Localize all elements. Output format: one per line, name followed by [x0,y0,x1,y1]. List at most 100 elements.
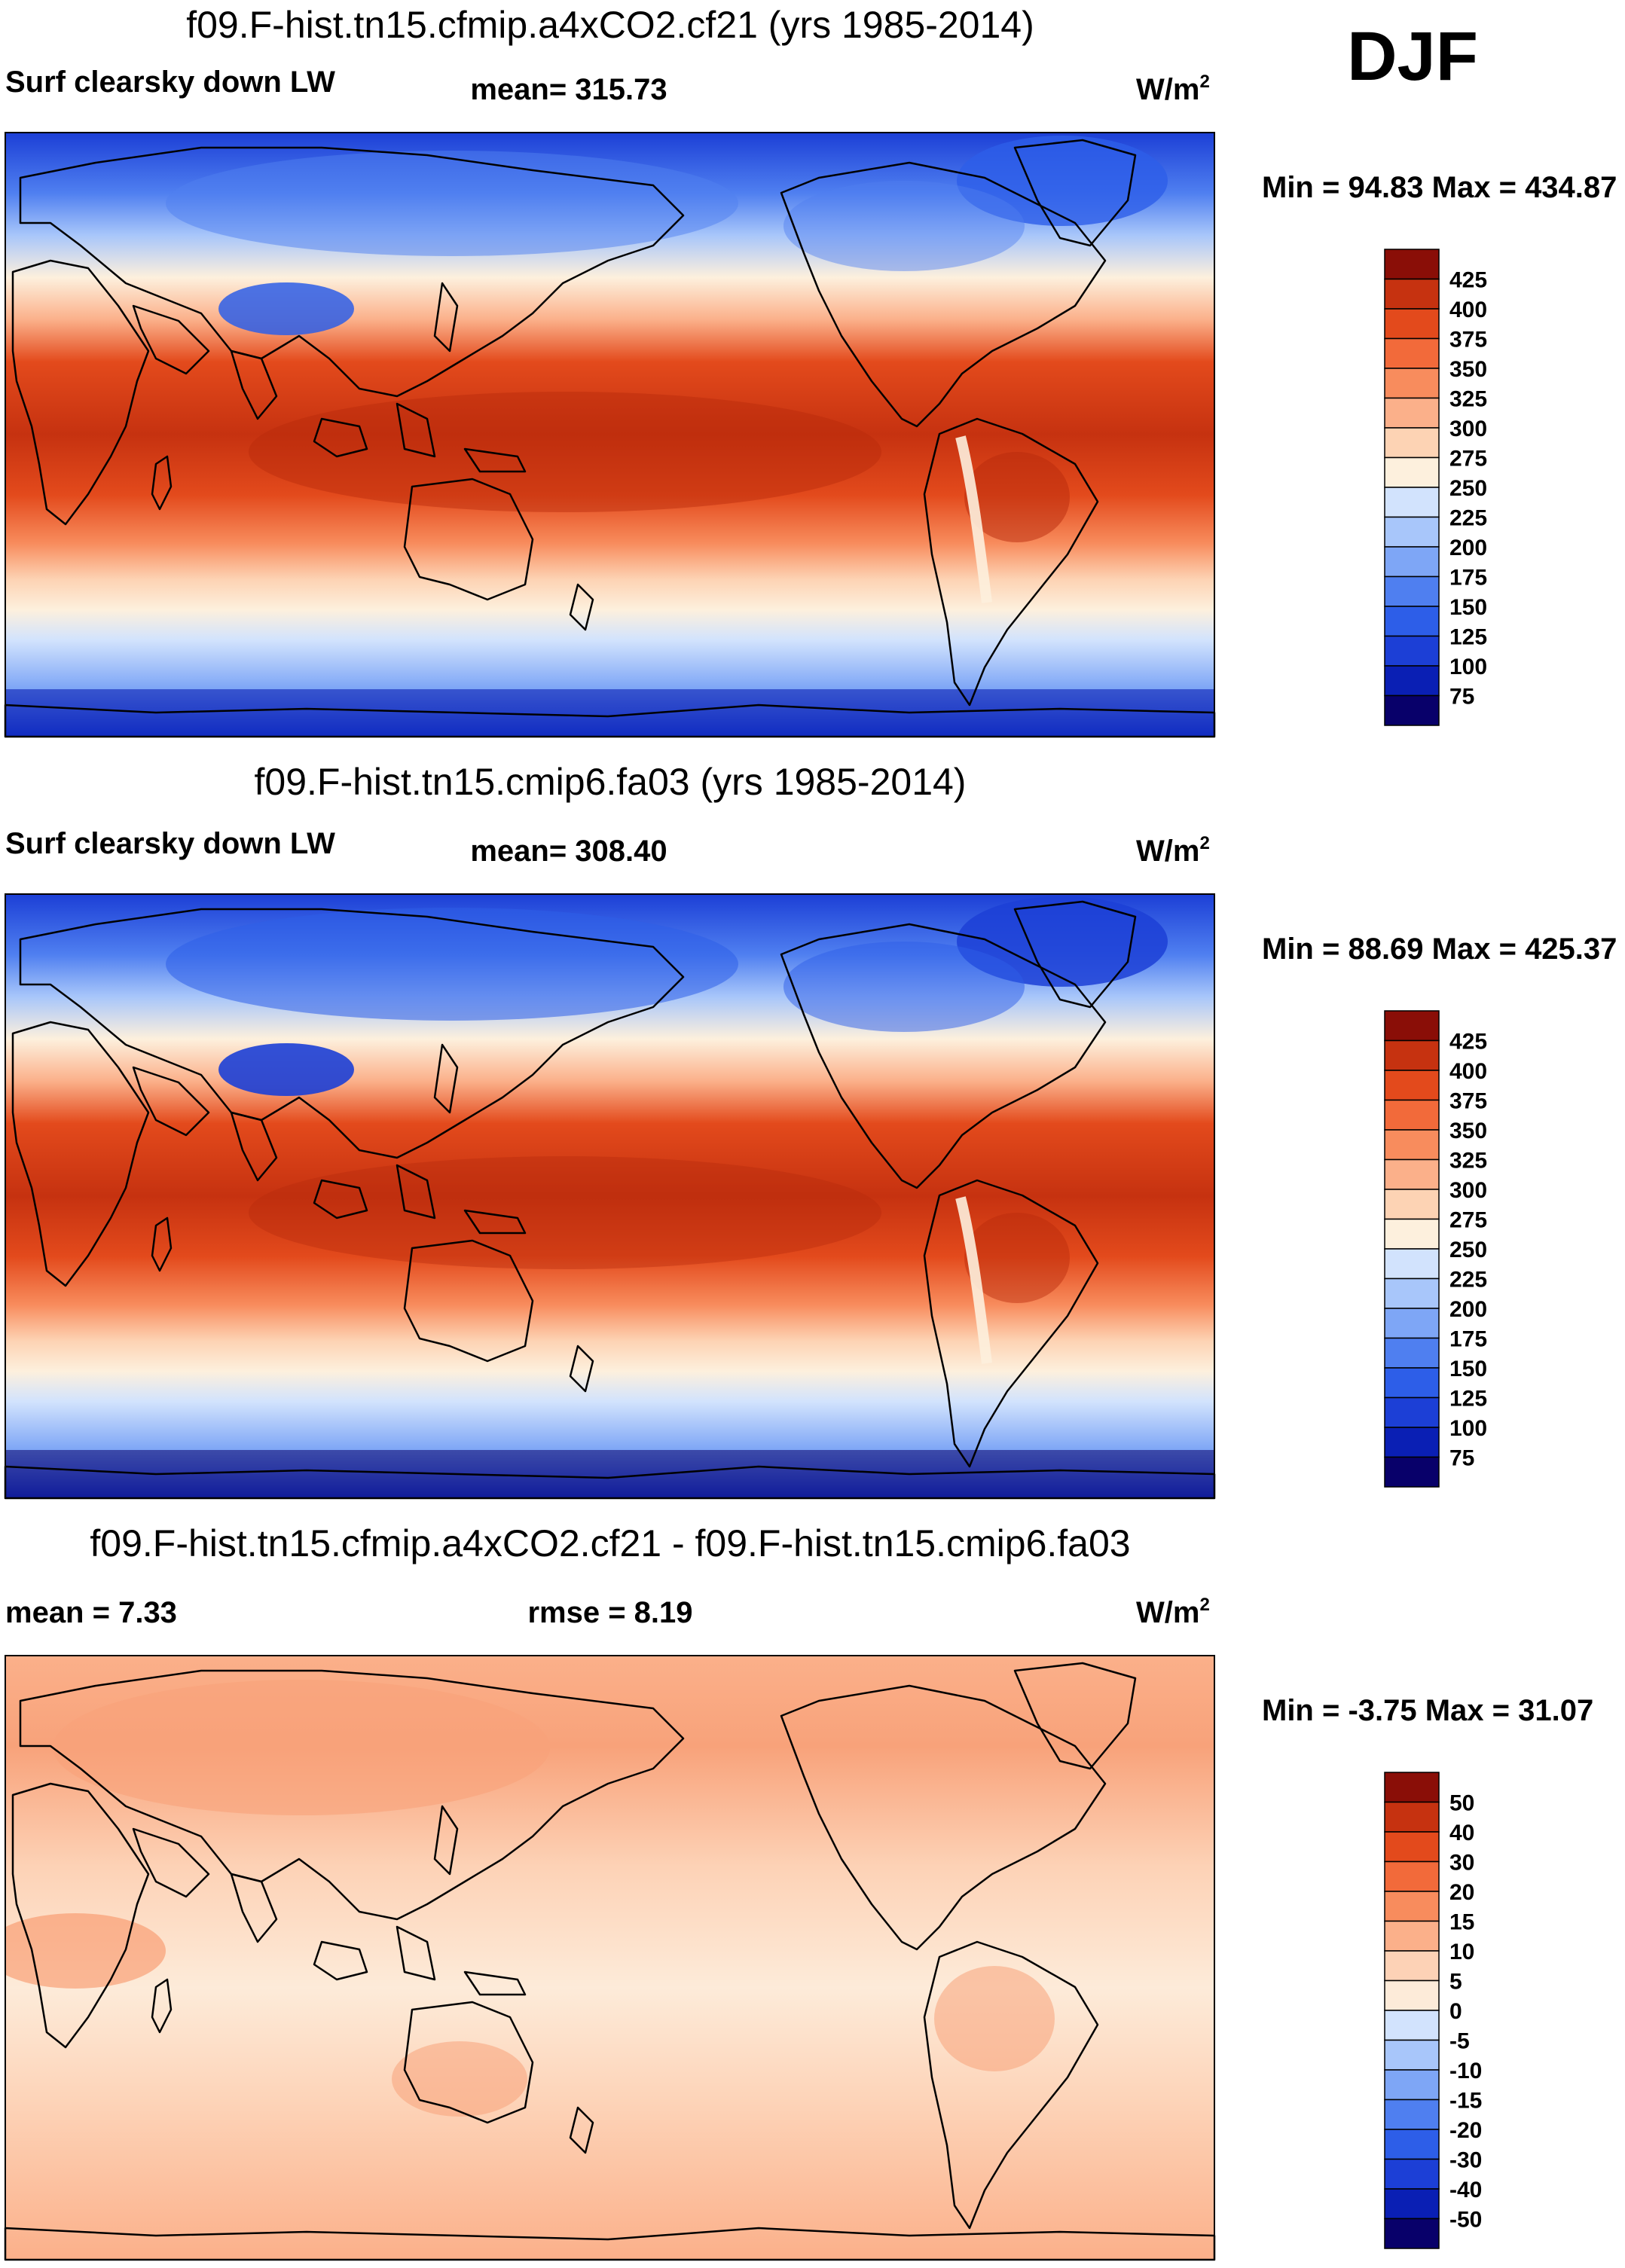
panel-2-colorbar-tick: 150 [1449,1357,1487,1381]
panel-2-colorbar-tick: 325 [1449,1149,1487,1174]
panel-3-colorbar-box [1384,2010,1440,2041]
panel-1-coastline [780,161,1107,428]
panel-1-colorbar: 425 400 375 350 325 300 275 250 225 200 175 150 125 1… [1384,249,1487,726]
panel-3-minmax: Min = -3.75 Max = 31.07 [1262,1694,1593,1727]
panel-2-units: W/m2 [1136,833,1210,868]
panel-1-colorbar-tick: 225 [1449,506,1487,531]
panel-2-antarctic [5,1450,1214,1498]
panel-2-colorbar-box [1384,1337,1440,1369]
panel-2-coastline [19,908,685,1159]
panel-3-title: f09.F-hist.tn15.cfmip.a4xCO2.cf21 - f09.… [90,1522,1130,1564]
panel-2-colorbar-box [1384,1397,1440,1428]
panel-1-coastline [151,455,173,511]
panel-2-map [5,894,1214,1498]
panel-2-colorbar-tick: 100 [1449,1416,1487,1441]
panel-1-colorbar-box [1384,456,1440,488]
panel-3-coastline [403,2001,534,2124]
panel-2-colorbar-box [1384,1129,1440,1161]
panel-1-coastline [19,146,685,398]
panel-2-canada-cold [783,942,1025,1032]
panel-2-colorbar-tick: 350 [1449,1119,1487,1143]
panel-2-colorbar-tick: 250 [1449,1238,1487,1262]
panel-3-colorbar-box [1384,1891,1440,1922]
panel-1-mean-label: mean= 315.73 [470,73,667,106]
panel-2-siberia-cold [166,908,738,1021]
panel-1-greenland-cold [957,136,1168,226]
panel-3-colorbar-box [1384,2188,1440,2220]
panel-3-colorbar-box [1384,1980,1440,2011]
panel-2-colorbar-tick: 225 [1449,1268,1487,1293]
panel-2-coastline [1013,900,1137,1009]
panel-1-coastline [132,304,210,375]
panel-1-colorbar-tick: 250 [1449,476,1487,501]
panel-3-colorbar-tick: -5 [1449,2029,1470,2054]
panel-2-colorbar-tick: 425 [1449,1030,1487,1055]
panel-1-colorbar-box [1384,249,1440,280]
panel-3-colorbar-tick: 10 [1449,1940,1474,1964]
panel-2-colorbar-box [1384,1099,1440,1131]
panel-2-colorbar-tick: 200 [1449,1297,1487,1322]
panel-1-colorbar-box [1384,516,1440,548]
panel-1-colorbar-tick: 350 [1449,357,1487,382]
panel-2-coastline [151,1216,173,1272]
panel-1-colorbar-box [1384,606,1440,637]
panel-1-coastline [923,417,1099,707]
panel-1-colorbar-tick: 425 [1449,268,1487,293]
panel-3-colorbar-tick: -20 [1449,2118,1482,2143]
panel-3-coastline [11,1782,150,2049]
panel-1-colorbar-box [1384,487,1440,518]
panel-1-title: f09.F-hist.tn15.cfmip.a4xCO2.cf21 (yrs 1… [186,4,1034,46]
panel-2-coastline-group [4,900,1216,1500]
panel-2-tibet-cold [218,1043,354,1096]
panel-2-colorbar-tick: 400 [1449,1059,1487,1084]
panel-3-australia-warm [392,2041,527,2117]
panel-2-coastline [463,1209,527,1235]
panel-1-colorbar-box [1384,665,1440,697]
panel-1-minmax: Min = 94.83 Max = 434.87 [1262,171,1617,204]
panel-3-frame [5,1655,1215,2260]
panel-3-colorbar-tick: 50 [1449,1791,1474,1816]
panel-3-colorbar-box [1384,2158,1440,2190]
panel-2-coastline [923,1179,1099,1468]
panel-2-colorbar-box [1384,1367,1440,1399]
panel-1-colorbar-tick: 200 [1449,536,1487,560]
panel-1-siberia-cold [166,151,738,256]
panel-3-colorbar-box [1384,1801,1440,1833]
panel-3-colorbar-tick: 30 [1449,1851,1474,1876]
panel-1-coastline [463,447,527,473]
panel-2-coastline [780,923,1107,1189]
panel-1-colorbar-box [1384,368,1440,399]
panel-1-canada-cold [783,181,1025,271]
panel-2-title: f09.F-hist.tn15.cmip6.fa03 (yrs 1985-201… [255,761,967,803]
panel-3-coastline [151,1978,173,2034]
panel-2-colorbar-box [1384,1218,1440,1250]
panel-3-map [5,1656,1214,2260]
panel-1-colorbar-box [1384,308,1440,340]
panel-3-coastline [780,1684,1107,1951]
panel-1-coastline [433,282,459,353]
panel-1-colorbar-tick: 300 [1449,417,1487,441]
panel-1-colorbar-tick: 325 [1449,387,1487,412]
panel-3-eurasia-warm [53,1680,550,1815]
panel-3-colorbar-box [1384,2099,1440,2130]
panel-3-mean-label: mean = 7.33 [5,1596,177,1629]
panel-1-colorbar-box [1384,337,1440,369]
panel-1-colorbar-tick: 375 [1449,328,1487,353]
panel-2-colorbar-tick: 275 [1449,1208,1487,1233]
panel-1-colorbar-tick: 275 [1449,447,1487,472]
panel-3-coastline [463,1970,527,1996]
panel-3-coastline [19,1669,685,1921]
panel-2-colorbar-box [1384,1248,1440,1280]
panel-2-minmax: Min = 88.69 Max = 425.37 [1262,933,1617,966]
panel-2: f09.F-hist.tn15.cmip6.fa03 (yrs 1985-201… [4,761,1617,1500]
panel-3-colorbar-tick: -50 [1449,2208,1482,2233]
panel-1-colorbar-box [1384,575,1440,607]
panel-3-colorbar-box [1384,2129,1440,2160]
panel-1-colorbar-box [1384,427,1440,459]
panel-3-colorbar-tick: -40 [1449,2178,1482,2202]
panel-2-coastline [396,1164,436,1219]
panel-1-colorbar-tick: 75 [1449,685,1474,710]
panel-1-coastline [396,402,436,458]
